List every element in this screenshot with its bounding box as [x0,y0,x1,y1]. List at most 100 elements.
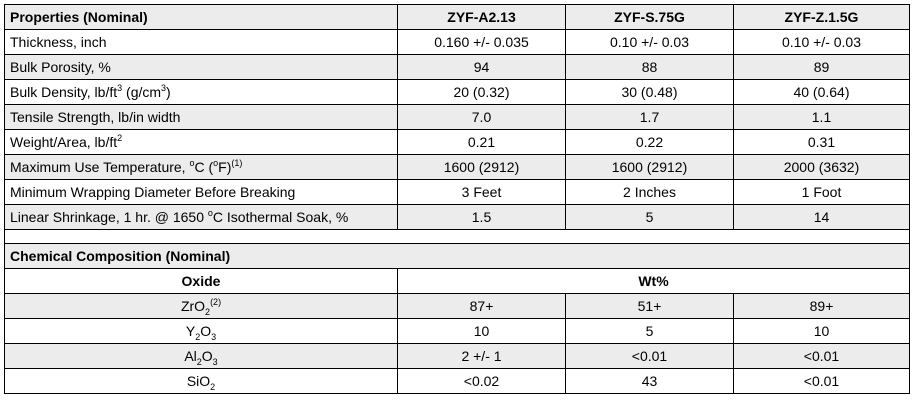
label-text: C ( [194,159,214,175]
formula-part: O [200,323,212,339]
product-column-header: ZYF-Z.1.5G [733,4,910,30]
product-column-header: ZYF-S.75G [565,4,734,30]
table-row: Thickness, inch 0.160 +/- 0.035 0.10 +/-… [4,29,910,55]
label-text: Maximum Use Temperature, [10,159,190,175]
superscript: 3 [117,83,123,93]
label-text: C Isothermal Soak, % [212,209,349,225]
table-row: Maximum Use Temperature, oC (oF)(1) 1600… [4,154,910,180]
properties-datasheet: Properties (Nominal) ZYF-A2.13 ZYF-S.75G… [4,4,910,394]
cell-value: 3 Feet [397,179,566,205]
section-spacer-row [4,229,910,244]
cell-value: 2 Inches [565,179,734,205]
subscript: 3 [211,332,217,342]
table-row: ZrO2(2) 87+ 51+ 89+ [4,293,910,319]
cell-value: 89+ [733,293,910,319]
cell-value: <0.01 [565,343,734,369]
table-row: Tensile Strength, lb/in width 7.0 1.7 1.… [4,104,910,130]
footnote-marker: (2) [210,297,222,307]
table-row: Y2O3 10 5 10 [4,318,910,344]
label-text: Bulk Density, lb/ft [10,84,118,100]
cell-value: 5 [565,318,734,344]
cell-value: 5 [565,204,734,230]
cell-value: <0.02 [397,368,566,394]
cell-value: 1.1 [733,104,910,130]
cell-value: 89 [733,54,910,80]
label-text: (g/cm [122,84,162,100]
row-label: Bulk Density, lb/ft3 (g/cm3) [4,79,398,105]
row-label: Tensile Strength, lb/in width [4,104,398,130]
subscript: 2 [205,307,211,317]
cell-value: 30 (0.48) [565,79,734,105]
superscript: o [207,208,213,218]
cell-value: 1 Foot [733,179,910,205]
formula-part: SiO [186,373,211,389]
row-label: Maximum Use Temperature, oC (oF)(1) [4,154,398,180]
subscript: 2 [196,357,202,367]
product-column-header: ZYF-A2.13 [397,4,566,30]
cell-value: 10 [397,318,566,344]
cell-value: 1.7 [565,104,734,130]
cell-value: 10 [733,318,910,344]
superscript: 3 [161,83,167,93]
oxide-formula: Y2O3 [4,318,398,344]
row-label: Bulk Porosity, % [4,54,398,80]
cell-value: 1600 (2912) [397,154,566,180]
section-spacer [4,229,910,244]
cell-value: 2000 (3632) [733,154,910,180]
cell-value: 1600 (2912) [565,154,734,180]
cell-value: 0.22 [565,129,734,155]
cell-value: 40 (0.64) [733,79,910,105]
cell-value: 2 +/- 1 [397,343,566,369]
subscript: 2 [195,332,201,342]
cell-value: 87+ [397,293,566,319]
cell-value: 0.160 +/- 0.035 [397,29,566,55]
formula-part: Al [184,348,197,364]
table-row: Al2O3 2 +/- 1 <0.01 <0.01 [4,343,910,369]
superscript: o [213,158,219,168]
cell-value: 0.31 [733,129,910,155]
oxide-formula: ZrO2(2) [4,293,398,319]
table-row: Linear Shrinkage, 1 hr. @ 1650 oC Isothe… [4,204,910,230]
cell-value: 0.10 +/- 0.03 [733,29,910,55]
cell-value: 88 [565,54,734,80]
table-row: Weight/Area, lb/ft2 0.21 0.22 0.31 [4,129,910,155]
oxide-formula: Al2O3 [4,343,398,369]
oxide-column-header: Oxide [4,268,398,294]
formula-part: O [201,348,213,364]
table-row: Minimum Wrapping Diameter Before Breakin… [4,179,910,205]
cell-value: <0.01 [733,343,910,369]
cell-value: 51+ [565,293,734,319]
label-text: Linear Shrinkage, 1 hr. @ 1650 [10,209,208,225]
cell-value: 0.10 +/- 0.03 [565,29,734,55]
label-text: Weight/Area, lb/ft [10,134,118,150]
superscript: 2 [117,133,123,143]
row-label: Weight/Area, lb/ft2 [4,129,398,155]
cell-value: 14 [733,204,910,230]
table-row: Bulk Density, lb/ft3 (g/cm3) 20 (0.32) 3… [4,79,910,105]
chemical-section-header: Chemical Composition (Nominal) [4,243,910,269]
cell-value: 94 [397,54,566,80]
cell-value: 20 (0.32) [397,79,566,105]
row-label: Thickness, inch [4,29,398,55]
chemical-header-row: Chemical Composition (Nominal) [4,243,910,269]
formula-part: Y [185,323,196,339]
oxide-formula: SiO2 [4,368,398,394]
wt-percent-header: Wt% [397,268,910,294]
oxide-header-row: Oxide Wt% [4,268,910,294]
row-label: Linear Shrinkage, 1 hr. @ 1650 oC Isothe… [4,204,398,230]
table-row: SiO2 <0.02 43 <0.01 [4,368,910,394]
cell-value: 7.0 [397,104,566,130]
superscript: o [189,158,195,168]
subscript: 2 [210,382,216,392]
cell-value: 0.21 [397,129,566,155]
label-text: ) [166,84,171,100]
formula-part: ZrO [180,298,206,314]
cell-value: 43 [565,368,734,394]
properties-header-row: Properties (Nominal) ZYF-A2.13 ZYF-S.75G… [4,4,910,30]
table-row: Bulk Porosity, % 94 88 89 [4,54,910,80]
footnote-marker: (1) [231,158,243,168]
properties-header-label: Properties (Nominal) [4,4,398,30]
properties-table: Properties (Nominal) ZYF-A2.13 ZYF-S.75G… [4,4,910,394]
cell-value: 1.5 [397,204,566,230]
row-label: Minimum Wrapping Diameter Before Breakin… [4,179,398,205]
